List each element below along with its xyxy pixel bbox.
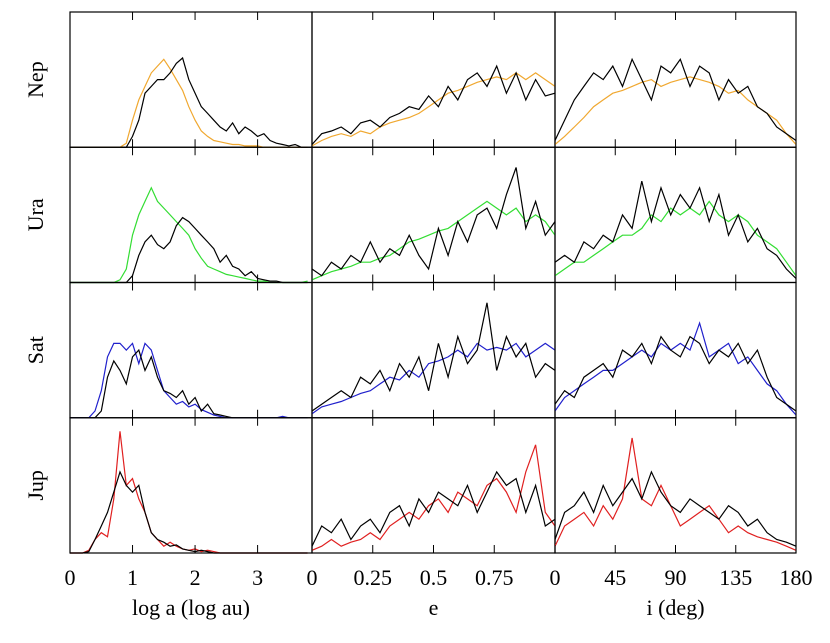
series-line: [311, 64, 556, 145]
x-axis-label: log a (log au): [132, 595, 250, 620]
series-line: [70, 56, 308, 148]
x-tick-label: 135: [719, 565, 752, 590]
series-line: [554, 335, 797, 412]
series-line: [70, 58, 308, 148]
x-tick-label: 0: [307, 565, 318, 590]
series-line: [554, 470, 797, 547]
x-tick-label: 0.75: [475, 565, 514, 590]
series-line: [70, 348, 308, 419]
series-line: [311, 470, 556, 547]
series-line: [70, 186, 308, 284]
panel-frame: [311, 146, 556, 284]
panel-frame: [554, 281, 797, 419]
series-line: [311, 302, 556, 412]
panel-frame: [554, 417, 797, 554]
panel-frame: [69, 417, 313, 554]
row-label: Jup: [23, 470, 48, 501]
x-tick-label: 0.25: [354, 565, 393, 590]
x-tick-label: 3: [252, 565, 263, 590]
x-tick-label: 2: [190, 565, 201, 590]
series-line: [70, 470, 308, 554]
series-line: [311, 342, 556, 415]
x-tick-label: 90: [665, 565, 687, 590]
row-label: Nep: [23, 61, 48, 98]
row-label: Sat: [23, 336, 48, 364]
panel-frame: [311, 281, 556, 419]
series-line: [554, 76, 797, 145]
series-line: [70, 342, 308, 419]
series-line: [311, 72, 556, 147]
x-tick-label: 180: [780, 565, 813, 590]
series-line: [311, 200, 556, 281]
x-tick-label: 0: [65, 565, 76, 590]
x-tick-label: 1: [127, 565, 138, 590]
x-tick-label: 45: [604, 565, 626, 590]
panel-frame: [69, 11, 313, 148]
panel-frame: [69, 281, 313, 419]
series-line: [554, 321, 797, 416]
series-line: [311, 167, 556, 277]
x-axis-label: e: [429, 595, 439, 620]
x-axis-label: i (deg): [646, 595, 704, 620]
x-tick-label: 0: [550, 565, 561, 590]
panel-frame: [69, 146, 313, 284]
panel-frame: [554, 11, 797, 148]
series-line: [70, 216, 308, 284]
series-line: [554, 200, 797, 277]
panel-frame: [554, 146, 797, 284]
x-tick-label: 0.5: [420, 565, 448, 590]
series-line: [70, 431, 308, 554]
row-label: Ura: [23, 198, 48, 231]
series-line: [554, 437, 797, 551]
series-line: [554, 57, 797, 141]
series-line: [554, 180, 797, 279]
